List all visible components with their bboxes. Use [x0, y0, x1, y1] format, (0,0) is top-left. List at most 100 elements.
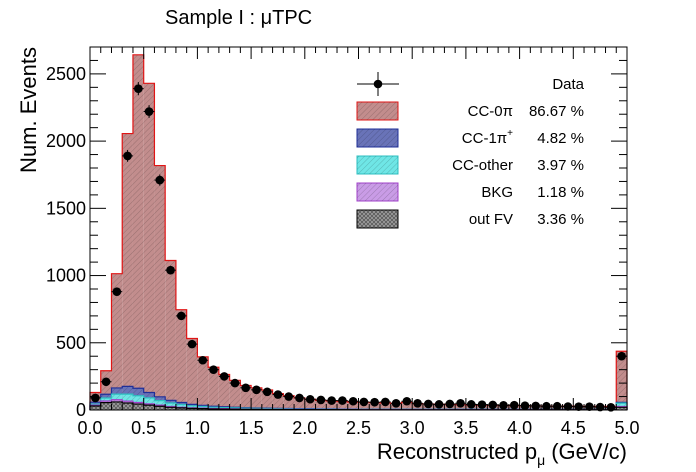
x-tick-label: 3.5 — [453, 418, 478, 438]
data-point — [477, 400, 487, 409]
x-axis: 0.0 0.5 1.0 1.5 2.0 2.5 3.0 3.5 4.0 4.5 5.0 — [77, 47, 640, 438]
legend-label: out FV — [469, 211, 513, 228]
data-point — [187, 339, 197, 349]
data-point — [176, 311, 186, 321]
x-tick-label: 0.5 — [131, 418, 156, 438]
data-point — [424, 399, 433, 409]
data-point — [155, 175, 165, 185]
y-tick-label: 2500 — [46, 64, 86, 84]
data-point — [112, 287, 122, 296]
y-tick-label: 1500 — [46, 198, 86, 218]
histogram-bar-hatch — [229, 380, 241, 410]
legend-percent: 3.36 % — [537, 211, 584, 228]
data-point — [445, 399, 455, 409]
legend-label: CC-1π+ — [462, 128, 513, 147]
histogram-bar-hatch — [379, 403, 391, 410]
histogram-bar-hatch — [315, 400, 327, 410]
chart-title: Sample I : μTPC — [165, 7, 312, 29]
legend-percent: 4.82 % — [537, 130, 584, 147]
histogram-bar-hatch — [616, 351, 627, 410]
data-point — [166, 265, 175, 275]
histogram-bar-hatch — [143, 83, 155, 411]
legend-percent: 3.97 % — [537, 157, 584, 174]
x-axis-label: Reconstructed p — [377, 439, 537, 464]
data-point — [563, 402, 573, 411]
data-point — [466, 400, 476, 409]
legend-percent: 1.18 % — [537, 184, 584, 201]
data-point — [284, 392, 293, 401]
data-point — [595, 402, 605, 412]
data-point — [123, 151, 132, 161]
x-tick-label: 4.0 — [507, 418, 532, 438]
data-point — [134, 84, 143, 93]
legend-swatch-hatch — [357, 183, 398, 201]
histogram-bar-hatch — [401, 402, 413, 410]
legend-label: CC-0π — [468, 103, 513, 120]
legend-entry: 3.97 % CC-other — [356, 155, 584, 175]
legend-label: BKG — [481, 184, 513, 201]
data-point — [381, 397, 390, 407]
legend-percent: 86.67 % — [529, 103, 584, 120]
histogram-bar-hatch — [186, 408, 198, 410]
data-points — [90, 82, 627, 412]
legend-marker-point — [373, 79, 383, 89]
histogram-bar-hatch — [616, 407, 627, 410]
legend-label: Data — [552, 76, 584, 93]
data-point — [606, 403, 616, 412]
histogram-bar-hatch — [347, 402, 359, 410]
legend-entry: 3.36 % out FV — [356, 209, 584, 229]
data-point — [348, 396, 358, 406]
data-point — [520, 401, 530, 410]
data-point — [305, 394, 315, 404]
data-point — [273, 390, 283, 399]
histogram-bar-hatch — [165, 407, 176, 410]
histogram-bar-hatch — [197, 356, 209, 410]
histogram-bar-hatch — [326, 400, 338, 410]
y-axis-title: Num. Events — [16, 47, 41, 173]
legend-label: CC-other — [452, 157, 513, 174]
x-tick-label: 2.5 — [346, 418, 371, 438]
histogram-bar-hatch — [90, 405, 101, 410]
data-point — [91, 393, 100, 403]
data-point — [574, 402, 583, 411]
histogram-bar-hatch — [122, 133, 133, 411]
data-point — [488, 400, 498, 410]
histogram-bar-hatch — [240, 385, 252, 410]
x-tick-label: 3.0 — [400, 418, 425, 438]
histogram-bar-hatch — [186, 338, 198, 410]
x-tick-label: 1.0 — [185, 418, 210, 438]
histogram-bar-hatch — [143, 405, 155, 410]
histogram-bar-hatch — [175, 309, 187, 410]
data-point — [509, 400, 519, 410]
histogram-bar-hatch — [251, 387, 262, 410]
histogram-bar-hatch — [304, 399, 316, 410]
histogram-bar-hatch — [132, 404, 144, 410]
x-tick-label: 4.5 — [561, 418, 586, 438]
legend-swatch-hatch — [357, 102, 398, 120]
x-tick-label: 1.5 — [239, 418, 264, 438]
data-point — [262, 387, 272, 397]
data-point — [359, 397, 369, 407]
legend-entry: 86.67 % CC-0π — [356, 101, 584, 121]
data-point — [338, 396, 347, 405]
histogram-bar-hatch — [218, 374, 230, 410]
y-tick-label: 500 — [56, 333, 86, 353]
data-point — [230, 378, 240, 388]
histogram-bar-hatch — [261, 389, 273, 410]
histogram-bar-hatch — [294, 397, 305, 410]
data-point — [219, 372, 229, 381]
data-point — [585, 402, 594, 411]
data-point — [209, 365, 218, 374]
data-point — [552, 401, 562, 411]
legend-entry: 1.18 % BKG — [356, 182, 584, 202]
legend-entry: 4.82 % CC-1π+ — [356, 128, 584, 148]
data-point — [370, 397, 379, 407]
histogram-bar-hatch — [272, 393, 284, 410]
y-tick-label: 1000 — [46, 266, 86, 286]
legend-swatch-hatch — [357, 156, 398, 174]
data-point — [531, 401, 541, 411]
legend-entry-data: Data — [357, 72, 585, 96]
histogram-bar-hatch — [154, 406, 166, 410]
x-tick-label: 0.0 — [77, 418, 102, 438]
